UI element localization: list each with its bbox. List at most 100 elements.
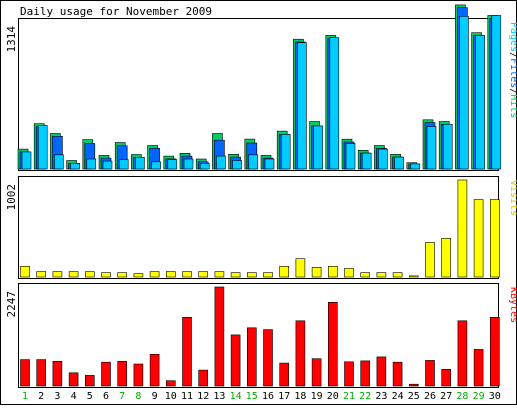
bar-visits-day-13 [214,271,225,278]
bar-pages-day-1 [21,151,32,170]
x-tick-label-day-22: 22 [359,391,371,402]
x-tick-label-day-25: 25 [408,391,420,402]
bar-pages-day-12 [199,163,210,170]
bar-visits-day-30 [489,199,500,278]
bar-pages-day-8 [135,157,145,170]
x-tick-label-day-23: 23 [375,391,387,402]
x-tick-label-day-11: 11 [181,391,193,402]
bar-visits-day-5 [85,271,95,278]
x-tick-label-day-17: 17 [278,391,290,402]
bar-pages-day-3 [54,154,64,170]
x-tick-label-day-21: 21 [343,391,355,402]
bar-kbytes-day-11 [182,316,192,387]
bar-pages-day-15 [248,154,259,170]
panel-hits-legend: Pages/Files/Hits [508,22,517,118]
bar-kbytes-day-5 [85,375,95,387]
bar-visits-day-28 [457,179,468,278]
bar-pages-day-25 [410,163,421,170]
bar-kbytes-day-29 [473,349,484,387]
bar-visits-day-25 [408,275,419,278]
panel-hits-ymax-label: 1314 [5,26,18,53]
bar-kbytes-day-26 [425,360,435,387]
x-tick-label-day-8: 8 [135,391,141,402]
bar-visits-day-9 [149,271,160,278]
x-tick-label-day-16: 16 [262,391,274,402]
legend-part-1: / [508,52,517,58]
bar-kbytes-day-23 [376,356,387,387]
x-tick-label-day-7: 7 [119,391,125,402]
bar-visits-day-16 [263,272,273,278]
bar-pages-day-18 [297,42,307,170]
bar-visits-day-29 [473,199,484,278]
bar-kbytes-day-14 [230,334,241,387]
bar-kbytes-day-8 [133,363,144,387]
bar-pages-day-4 [70,163,80,170]
bar-kbytes-day-3 [52,360,63,387]
bar-visits-day-11 [182,271,192,278]
bar-visits-day-26 [425,242,435,278]
x-tick-label-day-18: 18 [294,391,306,402]
x-tick-label-day-30: 30 [489,391,501,402]
bar-kbytes-day-20 [327,301,338,387]
x-tick-label-day-5: 5 [87,391,93,402]
x-tick-label-day-10: 10 [165,391,177,402]
bar-pages-day-17 [280,134,291,170]
x-tick-label-day-26: 26 [424,391,436,402]
bar-pages-day-11 [183,158,194,170]
bar-visits-day-10 [166,271,176,278]
bar-visits-day-14 [230,272,241,278]
x-tick-label-day-20: 20 [327,391,339,402]
x-tick-label-day-24: 24 [392,391,404,402]
bar-pages-day-30 [491,15,502,170]
x-tick-label-day-29: 29 [473,391,485,402]
bar-pages-day-2 [37,125,48,170]
bar-kbytes-day-21 [344,361,354,387]
bar-kbytes-day-7 [117,360,127,387]
bar-pages-day-29 [475,35,485,170]
bar-pages-day-28 [459,15,469,170]
bar-kbytes-day-15 [247,327,257,387]
x-tick-label-day-15: 15 [246,391,258,402]
x-tick-label-day-1: 1 [22,391,28,402]
bar-kbytes-day-25 [408,383,419,387]
bar-pages-day-6 [102,160,113,170]
x-axis-day-labels: 1 2 3 4 5 6 7 8 9 10 11 12 13 14 15 16 17 18 19 20 21 22 23 24 2… [22,391,501,402]
bar-visits-day-7 [117,272,127,278]
bar-pages-day-16 [264,158,275,170]
bar-visits-day-17 [279,265,290,278]
bar-visits-day-1 [20,265,30,278]
bar-visits-day-12 [198,271,208,278]
bar-kbytes-day-10 [166,380,176,387]
bar-visits-day-4 [68,271,79,278]
bar-kbytes-day-22 [360,360,371,387]
panel-kbytes-legend: KBytes [508,287,517,323]
bar-pages-day-13 [216,155,226,170]
x-tick-label-day-19: 19 [311,391,323,402]
bar-pages-day-9 [151,161,161,170]
bar-pages-day-21 [345,143,356,170]
bar-pages-day-7 [118,159,129,170]
bar-pages-day-5 [86,158,97,170]
bar-kbytes-day-17 [279,362,290,387]
bar-kbytes-day-19 [311,358,322,387]
bar-kbytes-day-9 [149,353,160,387]
bar-pages-day-20 [329,37,340,170]
bar-visits-day-23 [376,272,387,278]
bar-kbytes-day-2 [36,359,47,387]
x-tick-label-day-4: 4 [71,391,77,402]
panel-visits-ymax-label: 1002 [5,184,18,211]
bar-visits-day-22 [360,272,371,278]
bar-visits-day-15 [247,272,257,278]
legend-part-2: Files [508,58,517,88]
legend-part-4: Hits [508,94,517,118]
panel-kbytes-ymax-label: 2247 [5,291,18,318]
bar-pages-day-19 [313,125,323,170]
bar-kbytes-day-27 [441,368,452,387]
bar-visits-day-20 [327,265,338,278]
x-tick-label-day-27: 27 [440,391,452,402]
bar-kbytes-day-16 [263,329,273,387]
bar-visits-day-8 [133,273,144,278]
